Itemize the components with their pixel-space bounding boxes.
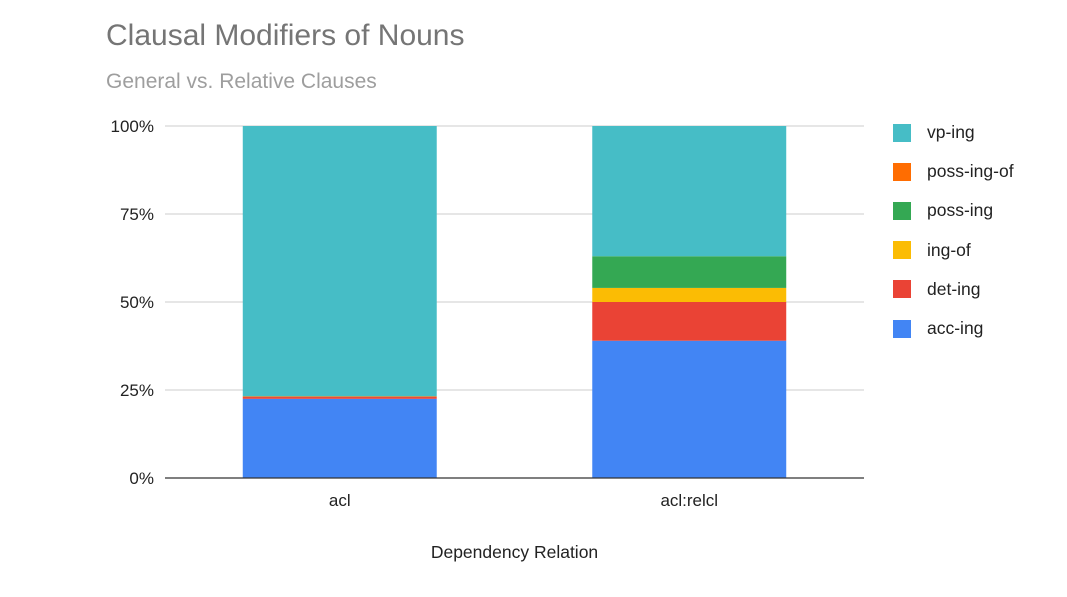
- legend-swatch: [893, 280, 911, 299]
- chart-title: Clausal Modifiers of Nouns: [106, 19, 465, 52]
- bar-acc-ing-acl: [242, 398, 437, 478]
- legend-label: ing-of: [927, 239, 971, 260]
- bar-ing-of-acl:relcl: [592, 287, 787, 302]
- y-tick-label: 100%: [111, 117, 154, 136]
- bar-acc-ing-acl:relcl: [592, 340, 787, 478]
- bar-vp-ing-acl: [242, 126, 437, 397]
- y-tick-label: 0%: [129, 469, 154, 488]
- legend: vp-ing poss-ing-of poss-ing ing-of det-ing ac…: [893, 113, 1014, 348]
- legend-item-ing-of: ing-of: [893, 231, 1014, 270]
- x-tick-label: acl:relcl: [660, 491, 718, 510]
- legend-item-det-ing: det-ing: [893, 270, 1014, 309]
- y-tick-label: 25%: [120, 381, 154, 400]
- bar-poss-ing-acl:relcl: [592, 256, 787, 288]
- legend-label: vp-ing: [927, 122, 975, 143]
- y-tick-label: 75%: [120, 205, 154, 224]
- legend-swatch: [893, 201, 911, 220]
- legend-swatch: [893, 319, 911, 338]
- legend-item-poss-ing-of: poss-ing-of: [893, 152, 1014, 191]
- legend-swatch: [893, 241, 911, 260]
- legend-label: acc-ing: [927, 318, 984, 339]
- bar-det-ing-acl:relcl: [592, 302, 787, 341]
- bar-vp-ing-acl:relcl: [592, 126, 787, 257]
- legend-item-vp-ing: vp-ing: [893, 113, 1014, 152]
- chart-subtitle: General vs. Relative Clauses: [106, 70, 377, 93]
- legend-label: poss-ing: [927, 200, 994, 221]
- legend-swatch: [893, 162, 911, 181]
- bar-det-ing-acl: [242, 397, 437, 399]
- legend-swatch: [893, 123, 911, 142]
- legend-item-poss-ing: poss-ing: [893, 191, 1014, 230]
- legend-item-acc-ing: acc-ing: [893, 309, 1014, 348]
- legend-label: poss-ing-of: [927, 161, 1014, 182]
- legend-label: det-ing: [927, 278, 981, 299]
- bar-poss-ing-of-acl: [242, 396, 437, 398]
- x-tick-label: acl: [329, 491, 351, 510]
- y-tick-label: 50%: [120, 293, 154, 312]
- x-axis-title: Dependency Relation: [431, 542, 598, 562]
